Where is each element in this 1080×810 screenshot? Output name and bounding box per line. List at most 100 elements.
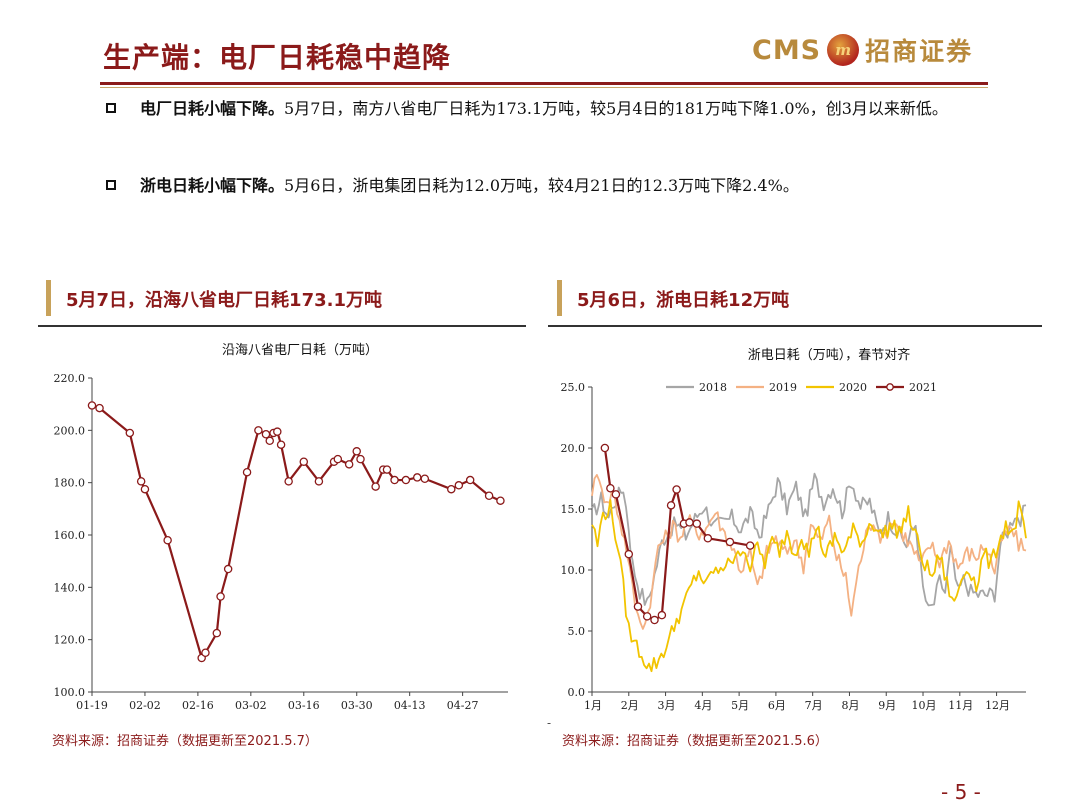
bullet-text: 浙电日耗小幅下降。5月6日，浙电集团日耗为12.0万吨，较4月21日的12.3万… [140, 173, 986, 199]
bullet-square-icon [106, 180, 116, 190]
stray-mark: - [547, 716, 552, 730]
data-point-2021 [624, 549, 634, 559]
x-tick-label: 9月 [878, 699, 896, 712]
chart-zhejiang-consumption: 浙电日耗（万吨），春节对齐 0.0 5.0 10.0 15.0 20.0 25.0 1月 2月 3… [561, 347, 1027, 712]
panel-accent-bar [557, 280, 562, 316]
y-tick-label: 220.0 [54, 372, 86, 385]
data-point-2021 [703, 534, 713, 543]
x-tick-label: 01-19 [76, 699, 108, 712]
y-tick-label: 200.0 [54, 424, 86, 437]
x-tick-label: 04-27 [447, 699, 479, 712]
data-point [344, 460, 354, 469]
bullet-zhejiang: 浙电日耗小幅下降。5月6日，浙电集团日耗为12.0万吨，较4月21日的12.3万… [106, 173, 986, 199]
y-tick-label: 160.0 [54, 529, 86, 542]
legend-label: 2018 [699, 381, 727, 394]
panel-left-title: 5月7日，沿海八省电厂日耗173.1万吨 [66, 290, 382, 311]
data-point-2021 [685, 518, 694, 527]
y-tick-label: 120.0 [54, 634, 86, 647]
data-point-2021 [642, 612, 652, 621]
legend-label: 2021 [909, 381, 937, 394]
x-tick-label: 8月 [841, 699, 859, 712]
y-tick-label: 10.0 [561, 564, 586, 577]
data-point [284, 477, 293, 486]
y-tick-label: 25.0 [561, 381, 586, 394]
panel-accent-bar [46, 280, 51, 316]
data-point [356, 454, 365, 464]
y-tick-label: 20.0 [561, 442, 586, 455]
panel-right-title: 5月6日，浙电日耗12万吨 [577, 290, 790, 311]
logo-emblem-icon: m [827, 34, 860, 66]
chart-title: 浙电日耗（万吨），春节对齐 [748, 347, 911, 363]
x-tick-label: 6月 [768, 699, 786, 712]
data-point [273, 427, 282, 436]
y-tick-label: 0.0 [568, 686, 586, 699]
data-point-2021 [692, 519, 702, 528]
bullet-text: 电厂日耗小幅下降。5月7日，南方八省电厂日耗为173.1万吨，较5月4日的181… [140, 96, 986, 122]
x-tick-label: 5月 [731, 699, 749, 712]
data-point [242, 467, 252, 477]
data-point [454, 481, 464, 490]
bullet-body: 5月7日，南方八省电厂日耗为173.1万吨，较5月4日的181万吨下降1.0%，… [284, 99, 948, 118]
title-rule-gold [100, 87, 988, 88]
y-tick-label: 100.0 [54, 686, 86, 699]
panel-right-rule [548, 325, 1042, 327]
data-point-2021 [666, 501, 676, 510]
panel-left-header: 5月7日，沿海八省电厂日耗173.1万吨 [46, 280, 526, 316]
cms-logo: CMS m 招商证券 [752, 30, 973, 70]
x-tick-label: 3月 [658, 699, 676, 712]
y-tick-label: 180.0 [54, 477, 86, 490]
data-point [254, 426, 263, 435]
x-tick-label: 04-13 [394, 699, 426, 712]
data-point-2021 [600, 443, 610, 453]
panel-right-source: 资料来源：招商证券（数据更新至2021.5.6） [562, 734, 828, 749]
chart-coastal-consumption: 沿海八省电厂日耗（万吨） 100.0 120.0 140.0 160.0 180.0 200… [54, 343, 508, 712]
data-point [371, 482, 380, 491]
y-tick-label: 5.0 [568, 625, 586, 638]
x-tick-label: 4月 [694, 699, 712, 712]
bullet-body: 5月6日，浙电集团日耗为12.0万吨，较4月21日的12.3万吨下降2.4%。 [284, 176, 799, 195]
panel-right-header: 5月6日，浙电日耗12万吨 [557, 280, 1042, 316]
data-point-2021 [633, 602, 643, 611]
x-tick-label: 10月 [912, 699, 937, 712]
data-point-2021 [725, 537, 735, 547]
series-line-2021 [603, 447, 751, 622]
data-point [276, 440, 286, 449]
data-point [125, 428, 135, 438]
data-point [95, 403, 104, 413]
bullet-heading: 电厂日耗小幅下降。 [140, 99, 285, 118]
data-point [333, 454, 343, 464]
x-tick-label: 7月 [805, 699, 823, 712]
y-tick-label: 15.0 [561, 503, 586, 516]
data-point [382, 465, 392, 474]
data-point [201, 648, 210, 657]
data-point [484, 491, 494, 500]
page-title: 生产端：电厂日耗稳中趋降 [103, 41, 452, 74]
data-point-2021 [672, 485, 681, 494]
data-point [216, 592, 225, 601]
x-tick-label: 2月 [621, 699, 639, 712]
series-line-2018 [591, 472, 1027, 607]
bullet-heading: 浙电日耗小幅下降。 [140, 176, 285, 195]
data-point [136, 477, 146, 486]
x-tick-label: 03-30 [341, 699, 373, 712]
data-point-2021 [745, 541, 755, 550]
data-point [465, 475, 475, 485]
legend-marker [886, 383, 894, 391]
logo-latin: CMS [752, 34, 822, 66]
x-tick-label: 1月 [584, 699, 602, 712]
data-point [496, 496, 505, 505]
data-point [314, 477, 324, 486]
bullet-power-plant: 电厂日耗小幅下降。5月7日，南方八省电厂日耗为173.1万吨，较5月4日的181… [106, 96, 986, 122]
data-point [87, 401, 97, 410]
x-tick-label: 02-16 [182, 699, 214, 712]
data-point [420, 474, 430, 483]
logo-chinese: 招商证券 [865, 37, 974, 66]
x-tick-label: 03-02 [235, 699, 267, 712]
data-point [412, 473, 422, 482]
data-point [223, 564, 233, 574]
data-point [299, 457, 309, 466]
data-point [447, 484, 456, 494]
panel-left-rule [38, 325, 526, 327]
x-tick-label: 11月 [948, 699, 973, 712]
data-point-2021 [611, 490, 621, 499]
